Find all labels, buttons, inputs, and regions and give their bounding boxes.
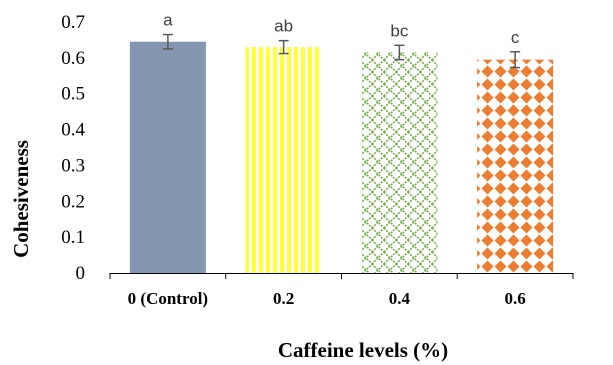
y-axis: 0 0.1 0.2 0.3 0.4 0.5 0.6 0.7	[61, 12, 85, 284]
significance-label: c	[511, 28, 520, 47]
y-tick-label: 0.3	[61, 155, 85, 176]
error-bar	[278, 39, 289, 55]
y-tick-label: 0.4	[61, 120, 85, 141]
y-tick-label: 0.2	[61, 191, 85, 212]
x-axis-ticks: 0 (Control) 0.2 0.4 0.6	[109, 273, 574, 308]
bar-2	[361, 52, 438, 273]
error-bar	[394, 44, 405, 61]
significance-label: a	[163, 11, 173, 30]
x-tick-label: 0.4	[389, 289, 411, 308]
x-tick-label: 0.2	[273, 289, 294, 308]
bar-0	[129, 41, 206, 273]
y-tick-label: 0.7	[61, 12, 85, 33]
y-tick-label: 0.6	[61, 48, 85, 69]
error-bar	[162, 33, 173, 50]
bar-3	[477, 59, 554, 274]
y-tick-label: 0.5	[61, 84, 85, 105]
x-tick-label: 0.6	[505, 289, 526, 308]
error-bars-group	[162, 33, 521, 69]
error-bar	[510, 51, 521, 69]
y-tick-label: 0.1	[61, 227, 85, 248]
significance-label: bc	[390, 21, 408, 40]
x-axis-title: Caffeine levels (%)	[278, 338, 448, 362]
bars-group	[129, 41, 554, 274]
significance-label: ab	[274, 17, 293, 36]
y-tick-label: 0	[76, 263, 86, 284]
y-axis-title: Cohesiveness	[9, 140, 33, 258]
significance-labels-group: a ab bc c	[163, 11, 520, 47]
bar-1	[245, 47, 322, 273]
x-tick-label: 0 (Control)	[128, 289, 208, 308]
